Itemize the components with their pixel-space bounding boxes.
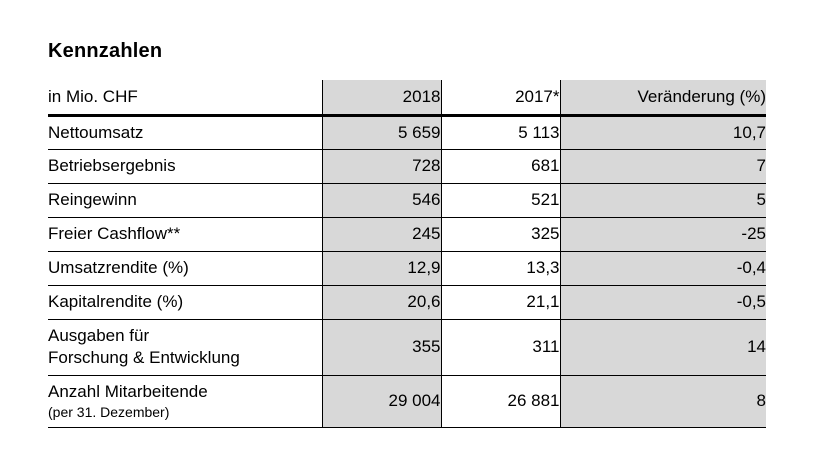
value-2018-cell: 245 [321,217,441,252]
column-header-unit: in Mio. CHF [48,80,322,117]
table-row: Reingewinn 546 521 5 [48,183,766,218]
row-label: Nettoumsatz [48,122,144,142]
column-header-veraenderung: Veränderung (%) [559,80,766,117]
table-row: Kapitalrendite (%) 20,6 21,1 -0,5 [48,285,766,320]
table-row: Freier Cashflow** 245 325 -25 [48,217,766,252]
row-label-cell: Freier Cashflow** [48,217,322,252]
table-row: Umsatzrendite (%) 12,9 13,3 -0,4 [48,251,766,286]
row-label-cell: Anzahl Mitarbeitende (per 31. Dezember) [48,375,322,428]
row-label: Reingewinn [48,190,137,209]
row-label-cell: Nettoumsatz [48,115,322,150]
value-2017-cell: 681 [440,149,560,184]
column-header-2017: 2017* [440,80,560,117]
value-2017-cell: 311 [440,319,560,376]
table-row: Ausgaben für Forschung & Entwicklung 355 … [48,319,766,376]
value-change-cell: 10,7 [559,115,766,150]
row-label: Betriebsergebnis [48,156,176,175]
row-label-cell: Betriebsergebnis [48,149,322,184]
row-label: Umsatzrendite (%) [48,258,189,277]
value-2017-cell: 26 881 [440,375,560,428]
value-2018-cell: 546 [321,183,441,218]
row-label-cell: Umsatzrendite (%) [48,251,322,286]
value-change-cell: 14 [559,319,766,376]
value-2017-cell: 13,3 [440,251,560,286]
row-label: Forschung & Entwicklung [48,348,240,367]
value-2018-cell: 20,6 [321,285,441,320]
row-sublabel: (per 31. Dezember) [48,404,170,420]
table-header-row: in Mio. CHF 2018 2017* Veränderung (%) [48,80,766,117]
value-2018-cell: 12,9 [321,251,441,286]
value-2018-cell: 5 659 [321,115,441,150]
value-change-cell: -0,4 [559,251,766,286]
value-2017-cell: 5 113 [440,115,560,150]
page-title: Kennzahlen [48,40,163,62]
value-change-cell: -0,5 [559,285,766,320]
value-2017-cell: 521 [440,183,560,218]
table-row: Anzahl Mitarbeitende (per 31. Dezember) 2… [48,375,766,428]
row-label-cell: Ausgaben für Forschung & Entwicklung [48,319,322,376]
value-2018-cell: 728 [321,149,441,184]
value-2017-cell: 325 [440,217,560,252]
row-label: Anzahl Mitarbeitende [48,382,208,401]
value-change-cell: 7 [559,149,766,184]
value-2018-cell: 29 004 [321,375,441,428]
row-label: Ausgaben für [48,326,150,345]
value-change-cell: -25 [559,217,766,252]
value-2018-cell: 355 [321,319,441,376]
value-change-cell: 8 [559,375,766,428]
column-header-2018: 2018 [321,80,441,117]
kennzahlen-table: in Mio. CHF 2018 2017* Veränderung (%) N… [48,80,766,428]
row-label: Kapitalrendite (%) [48,292,184,311]
table-row: Betriebsergebnis 728 681 7 [48,149,766,184]
row-label-cell: Reingewinn [48,183,322,218]
row-label: Freier Cashflow** [48,224,181,243]
value-2017-cell: 21,1 [440,285,560,320]
table-row: Nettoumsatz 5 659 5 113 10,7 [48,115,766,150]
value-change-cell: 5 [559,183,766,218]
row-label-cell: Kapitalrendite (%) [48,285,322,320]
